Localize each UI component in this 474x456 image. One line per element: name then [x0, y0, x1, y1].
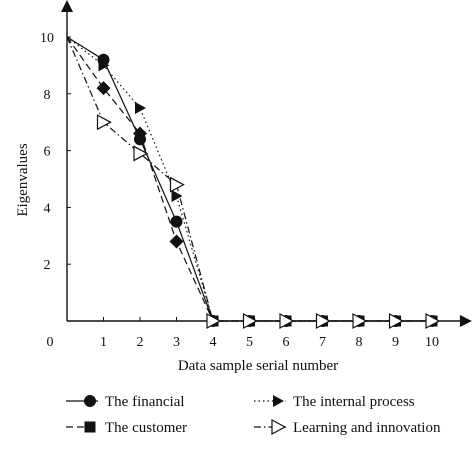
data-point [171, 190, 183, 203]
data-point [133, 145, 149, 162]
legend: The financial The customer The internal pr… [66, 394, 441, 436]
series-line [66, 36, 432, 322]
y-axis-arrow [61, 0, 73, 12]
marker [169, 176, 185, 193]
marker [279, 312, 295, 330]
x-tick-label: 3 [173, 335, 180, 350]
marker [388, 312, 404, 330]
data-point [134, 133, 146, 146]
legend-label: The internal process [293, 394, 415, 410]
data-point [135, 102, 146, 114]
data-point [425, 312, 441, 330]
marker [206, 312, 222, 330]
legend-label: The financial [105, 394, 185, 410]
legend-label: The customer [105, 420, 187, 436]
marker [135, 102, 146, 114]
data-point [388, 312, 404, 330]
y-tick-label: 4 [44, 201, 51, 216]
legend-marker [273, 395, 284, 407]
legend-item: The customer [66, 420, 187, 436]
x-axis-label: Data sample serial number [178, 358, 338, 374]
x-tick-label: 2 [137, 335, 144, 350]
data-point [279, 312, 295, 330]
data-point [169, 234, 184, 249]
series-group [66, 36, 441, 330]
data-point [206, 312, 222, 330]
y-tick-label: 6 [44, 145, 51, 160]
marker [171, 190, 183, 203]
x-tick-label: 10 [425, 335, 439, 350]
marker [425, 312, 441, 330]
data-point [96, 114, 112, 131]
x-tick-label: 7 [319, 335, 326, 350]
x-tick-label: 6 [283, 335, 290, 350]
legend-marker [84, 395, 96, 407]
legend-marker [84, 421, 96, 433]
marker [242, 312, 258, 330]
legend-item: The internal process [254, 394, 415, 410]
data-point [242, 312, 258, 330]
x-tick-label: 5 [246, 335, 253, 350]
x-tick-label: 4 [210, 335, 217, 350]
y-tick-label: 10 [40, 31, 54, 46]
marker [96, 81, 111, 96]
data-point [170, 215, 183, 228]
marker [96, 114, 112, 131]
y-tick-label: 2 [44, 258, 51, 273]
marker [169, 234, 184, 249]
legend-label: Learning and innovation [293, 420, 441, 436]
x-tick-label: 8 [356, 335, 363, 350]
legend-marker [271, 418, 287, 436]
data-point [169, 176, 185, 193]
marker [98, 59, 110, 72]
marker [315, 312, 331, 330]
origin-label: 0 [47, 335, 54, 350]
x-tick-label: 1 [100, 335, 107, 350]
data-point [315, 312, 331, 330]
x-axis-arrow [459, 315, 472, 327]
data-point [98, 59, 110, 72]
marker [352, 312, 368, 330]
data-point [96, 81, 111, 96]
data-point [352, 312, 368, 330]
legend-item: The financial [66, 394, 185, 410]
x-tick-label: 9 [392, 335, 399, 350]
legend-item: Learning and innovation [254, 418, 441, 436]
series-line [66, 36, 432, 322]
y-axis-label: Eigenvalues [15, 143, 31, 216]
series-line [66, 36, 432, 322]
marker [170, 215, 183, 228]
marker [134, 133, 146, 146]
marker [133, 145, 149, 162]
axes [61, 0, 472, 327]
series-line [66, 36, 432, 322]
y-tick-label: 8 [44, 88, 51, 103]
tick-labels: 1 2 3 4 5 6 7 8 9 10 2 4 6 8 10 [40, 31, 439, 350]
